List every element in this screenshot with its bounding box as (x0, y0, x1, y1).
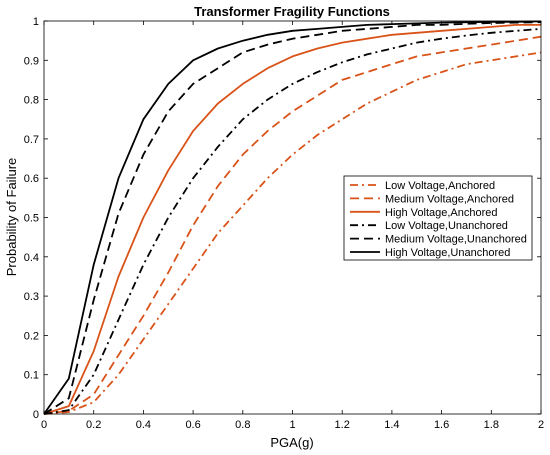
x-tick-label: 1 (289, 419, 295, 431)
chart-title: Transformer Fragility Functions (194, 4, 390, 19)
y-tick-label: 0.3 (24, 291, 39, 303)
ticks-layer: 0 0.2 0.4 0.6 0.8 1 1.2 1.4 1.6 1.8 2 0 0.1 0.2 0.3 0.4… (24, 16, 544, 431)
y-tick-label: 0.6 (24, 173, 39, 185)
x-tick-label: 0 (41, 419, 47, 431)
legend-box (343, 175, 533, 261)
y-tick-label: 0.9 (24, 55, 39, 67)
series-line-1 (43, 51, 542, 415)
y-tick-label: 0 (33, 409, 39, 421)
series-line-4 (43, 28, 542, 415)
y-tick-label: 0.1 (24, 370, 39, 382)
legend-label-4: Low Voltage,Unanchored (385, 220, 508, 232)
y-tick-label: 0.4 (24, 252, 39, 264)
x-tick-label: 0.4 (136, 419, 151, 431)
series-line-5 (43, 21, 542, 415)
x-tick-label: 1.2 (335, 419, 350, 431)
y-tick-label: 1 (33, 16, 39, 28)
y-axis-label: Probability of Failure (4, 158, 19, 277)
legend-label-5: Medium Voltage,Unanchored (385, 234, 527, 246)
x-tick-label: 2 (538, 419, 544, 431)
legend-label-2: Medium Voltage,Anchored (385, 193, 514, 205)
x-tick-label: 0.8 (235, 419, 250, 431)
series-line-3 (43, 23, 541, 415)
series-line-6 (43, 20, 542, 415)
x-tick-label: 1.6 (434, 419, 449, 431)
y-tick-label: 0.2 (24, 330, 39, 342)
x-tick-label: 1.8 (484, 419, 499, 431)
legend-label-6: High Voltage,Unanchored (385, 247, 510, 259)
series-layer (43, 20, 542, 415)
series-line-2 (43, 35, 542, 415)
legend-label-1: Low Voltage,Anchored (385, 180, 495, 192)
legend-label-3: High Voltage,Anchored (385, 207, 498, 219)
x-tick-label: 1.4 (384, 419, 399, 431)
x-axis-label: PGA(g) (270, 435, 313, 450)
y-tick-label: 0.8 (24, 95, 39, 107)
y-tick-label: 0.5 (24, 213, 39, 225)
x-tick-label: 0.6 (185, 419, 200, 431)
y-tick-label: 0.7 (24, 134, 39, 146)
x-tick-label: 0.2 (86, 419, 101, 431)
